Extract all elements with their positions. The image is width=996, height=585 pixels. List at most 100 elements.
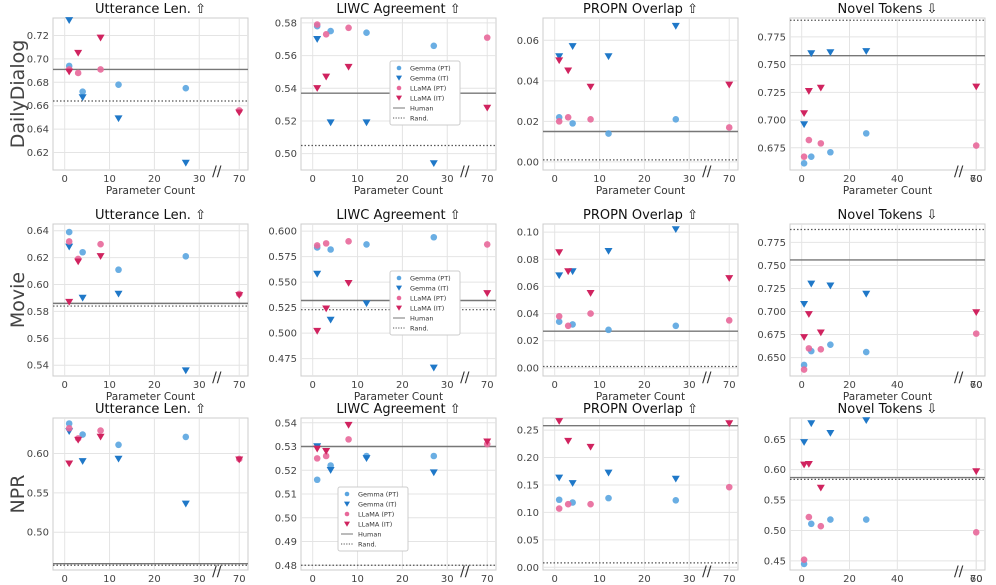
- data-point: [65, 298, 74, 306]
- x-tick-label: 20: [148, 174, 161, 185]
- subplot-npr-propn-overlap: 0.00 0.05 0.10 0.15 0.20 0.25 0 10 20 30 70 // PROPN…: [517, 402, 739, 585]
- y-tick-label: 0.58: [275, 18, 297, 29]
- y-tick-label: 0.04: [517, 76, 539, 87]
- data-point: [555, 57, 564, 65]
- legend-label: Gemma (PT): [358, 491, 399, 499]
- x-tick-label: 70: [970, 574, 983, 585]
- data-point: [483, 34, 491, 41]
- x-tick-label: 30: [683, 174, 696, 185]
- data-point: [972, 330, 980, 337]
- data-point: [313, 36, 322, 43]
- data-point: [807, 50, 816, 58]
- data-point: [672, 116, 680, 123]
- data-point: [181, 159, 190, 167]
- row-label: DailyDialog: [7, 40, 29, 149]
- data-point: [65, 68, 74, 76]
- data-point: [800, 153, 808, 160]
- data-point: [181, 500, 190, 508]
- y-tick-label: 0.04: [517, 309, 539, 320]
- data-point: [804, 88, 813, 95]
- data-point: [429, 469, 438, 477]
- y-tick-label: 0.05: [517, 535, 539, 546]
- data-point: [430, 452, 438, 460]
- subplot-dailydialog-liwc-agreement: 0.50 0.52 0.54 0.56 0.58 0 10 20 30 70 // LIWC Agre…: [275, 2, 497, 197]
- x-tick-label: 0: [799, 174, 805, 185]
- legend-label: Gemma (PT): [410, 275, 451, 283]
- data-point: [362, 119, 371, 127]
- x-tick-label: 70: [723, 574, 736, 585]
- y-tick-label: 0.500: [268, 329, 297, 340]
- y-tick-label: 0.56: [27, 334, 49, 345]
- data-point: [605, 130, 612, 137]
- y-tick-label: 0.10: [517, 508, 539, 519]
- x-tick-label: 20: [396, 574, 409, 585]
- data-point: [555, 318, 563, 326]
- data-point: [78, 458, 87, 465]
- y-tick-label: 0.700: [757, 116, 786, 127]
- data-point: [564, 437, 573, 445]
- legend-marker: [396, 295, 402, 301]
- y-tick-label: 0.68: [27, 78, 49, 89]
- data-point: [817, 522, 825, 530]
- y-tick-label: 0.700: [757, 307, 786, 318]
- y-tick-label: 0.50: [275, 149, 297, 160]
- data-point: [115, 266, 122, 274]
- y-tick-label: 0.06: [517, 282, 539, 293]
- x-tick-label: 70: [723, 174, 736, 185]
- data-point: [817, 345, 825, 353]
- axis-break-mark: //: [954, 164, 964, 180]
- x-tick-label: 0: [310, 174, 316, 185]
- data-point: [65, 238, 73, 245]
- legend-label: Human: [358, 531, 381, 539]
- data-point: [725, 275, 734, 282]
- data-point: [313, 445, 322, 453]
- plot-frame: [789, 417, 986, 571]
- data-point: [816, 84, 825, 92]
- data-point: [826, 430, 835, 437]
- legend-marker: [344, 491, 350, 497]
- y-tick-label: 0.08: [517, 255, 539, 266]
- legend-marker: [344, 521, 350, 527]
- x-axis-label: Parameter Count: [843, 391, 932, 403]
- data-point: [483, 438, 492, 446]
- data-point: [569, 120, 576, 127]
- x-tick-label: 20: [148, 380, 161, 391]
- data-point: [97, 427, 104, 434]
- x-tick-label: 20: [638, 174, 651, 185]
- data-point: [800, 366, 808, 373]
- legend-label: LLaMA (PT): [410, 85, 446, 93]
- legend-label: Rand.: [358, 541, 377, 549]
- data-point: [344, 279, 353, 287]
- data-point: [429, 364, 438, 372]
- data-point: [804, 461, 813, 468]
- data-point: [96, 34, 105, 42]
- data-point: [555, 272, 564, 280]
- x-tick-label: 0: [552, 174, 558, 185]
- legend-label: LLaMA (PT): [358, 511, 394, 519]
- y-tick-label: 0.60: [764, 465, 786, 476]
- data-point: [800, 556, 808, 563]
- data-point: [827, 341, 834, 348]
- row-label: NPR: [7, 475, 29, 514]
- x-axis-label: Parameter Count: [354, 185, 443, 197]
- y-tick-label: 0.60: [27, 449, 49, 460]
- data-point: [96, 433, 105, 441]
- data-point: [807, 520, 815, 528]
- data-point: [671, 22, 680, 30]
- legend-label: Gemma (PT): [410, 65, 451, 73]
- data-point: [555, 249, 564, 257]
- x-tick-label: 10: [351, 174, 364, 185]
- data-point: [800, 461, 809, 469]
- y-tick-label: 0.25: [517, 426, 539, 437]
- data-point: [345, 24, 352, 32]
- y-tick-label: 0.55: [27, 488, 49, 499]
- row-label: Movie: [7, 272, 29, 328]
- data-point: [800, 160, 808, 167]
- legend-marker: [396, 75, 402, 81]
- x-tick-label: 70: [970, 174, 983, 185]
- data-point: [114, 115, 123, 123]
- x-tick-label: 0: [310, 574, 316, 585]
- legend-marker: [396, 65, 402, 71]
